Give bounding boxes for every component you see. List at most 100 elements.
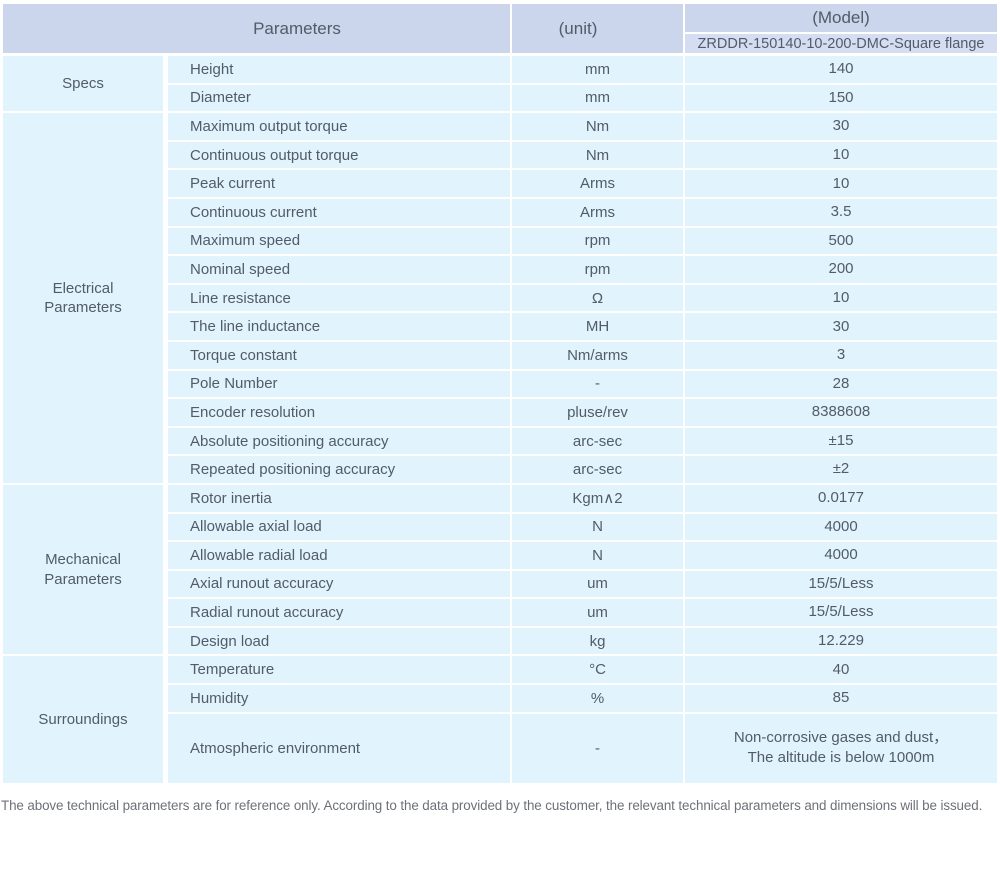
value-cell: 8388608 — [683, 399, 997, 428]
value-cell: 12.229 — [683, 627, 997, 657]
unit-cell: mm — [510, 84, 683, 114]
value-cell: 15/5/Less — [683, 599, 997, 628]
category-cell: Surroundings — [3, 656, 163, 785]
unit-cell: rpm — [510, 227, 683, 257]
unit-cell: Kgm∧2 — [510, 484, 683, 514]
value-cell: 10 — [683, 284, 997, 314]
value-cell: 3 — [683, 341, 997, 371]
spec-table: Parameters (unit) (Model) ZRDDR-150140-1… — [3, 4, 997, 785]
param-cell: Absolute positioning accuracy — [163, 427, 510, 457]
param-cell: Torque constant — [163, 341, 510, 371]
param-cell: Temperature — [163, 656, 510, 686]
param-cell: The line inductance — [163, 313, 510, 342]
unit-cell: pluse/rev — [510, 399, 683, 428]
param-cell: Nominal speed — [163, 256, 510, 285]
unit-cell: N — [510, 542, 683, 571]
value-cell: 3.5 — [683, 198, 997, 228]
page: Parameters (unit) (Model) ZRDDR-150140-1… — [1, 4, 997, 813]
unit-cell: um — [510, 599, 683, 628]
param-cell: Allowable radial load — [163, 542, 510, 571]
table-row: Encoder resolution pluse/rev 8388608 — [3, 399, 997, 428]
table-row: Mechanical Parameters Rotor inertia Kgm∧2 0… — [3, 484, 997, 657]
param-cell: Axial runout accuracy — [163, 570, 510, 600]
unit-cell: °C — [510, 656, 683, 686]
value-cell: 30 — [683, 113, 997, 142]
param-cell: Rotor inertia — [163, 484, 510, 514]
param-cell: Peak current — [163, 170, 510, 199]
value-cell: 150 — [683, 84, 997, 114]
unit-cell: Nm — [510, 141, 683, 171]
value-cell: Non-corrosive gases and dust， The altitu… — [683, 713, 997, 785]
param-cell: Continuous output torque — [163, 141, 510, 171]
unit-header: (unit) — [510, 4, 683, 56]
unit-cell: Arms — [510, 198, 683, 228]
value-cell: 10 — [683, 141, 997, 171]
param-cell: Maximum output torque — [163, 113, 510, 142]
param-cell: Height — [163, 56, 510, 85]
unit-cell: kg — [510, 627, 683, 657]
table-row: Nominal speed rpm 200 — [3, 256, 997, 285]
parameters-header: Parameters — [3, 4, 510, 56]
unit-cell: - — [510, 713, 683, 785]
param-cell: Atmospheric environment — [163, 713, 510, 785]
category-cell: Specs — [3, 56, 163, 114]
footer-note: The above technical parameters are for r… — [1, 797, 983, 813]
value-cell: 30 — [683, 313, 997, 342]
header-row-model: ZRDDR-150140-10-200-DMC-Square flange — [3, 34, 997, 56]
table-row: Humidity% 85 — [3, 685, 997, 714]
model-value: ZRDDR-150140-10-200-DMC-Square flange — [683, 34, 997, 56]
table-row: Line resistance Ω 10 — [3, 284, 997, 314]
unit-cell: Nm/arms — [510, 341, 683, 371]
table-row: Torque constant Nm/arms 3 — [3, 341, 997, 371]
value-cell: 85 — [683, 685, 997, 714]
unit-cell: Arms — [510, 170, 683, 199]
model-header: (Model) — [683, 4, 997, 34]
table-row: Electrical Parameters Maximum output torq… — [3, 113, 997, 485]
param-cell: Design load — [163, 627, 510, 657]
table-row: Pole Number -28 — [3, 370, 997, 400]
unit-cell: arc-sec — [510, 456, 683, 485]
value-cell: 10 — [683, 170, 997, 199]
param-cell: Line resistance — [163, 284, 510, 314]
table-row: Design load kg 12.229 — [3, 627, 997, 657]
unit-cell: rpm — [510, 256, 683, 285]
table-row: Atmospheric environment - Non-corrosive ga… — [3, 713, 997, 785]
value-cell: ±2 — [683, 456, 997, 485]
value-cell: ±15 — [683, 427, 997, 457]
unit-cell: % — [510, 685, 683, 714]
category-cell: Mechanical Parameters — [3, 484, 163, 657]
unit-cell: Ω — [510, 284, 683, 314]
table-body: Specs Height mm 140 Diameter mm 150 Electrical … — [3, 56, 997, 785]
value-cell: 4000 — [683, 513, 997, 543]
table-row: Continuous output torque Nm 10 — [3, 141, 997, 171]
param-cell: Radial runout accuracy — [163, 599, 510, 628]
unit-cell: mm — [510, 56, 683, 85]
table-row: Absolute positioning accuracy arc-sec ±15 — [3, 427, 997, 457]
param-cell: Diameter — [163, 84, 510, 114]
table-row: The line inductance MH 30 — [3, 313, 997, 342]
param-cell: Allowable axial load — [163, 513, 510, 543]
value-cell: 0.0177 — [683, 484, 997, 514]
table-row: Allowable radial load N 4000 — [3, 542, 997, 571]
table-row: Continuous current Arms 3.5 — [3, 198, 997, 228]
category-cell: Electrical Parameters — [3, 113, 163, 485]
value-cell: 15/5/Less — [683, 570, 997, 600]
unit-cell: arc-sec — [510, 427, 683, 457]
table-row: Radial runout accuracy um 15/5/Less — [3, 599, 997, 628]
param-cell: Repeated positioning accuracy — [163, 456, 510, 485]
header-row-top: Parameters (unit) (Model) — [3, 4, 997, 56]
value-cell: 40 — [683, 656, 997, 686]
table-row: Allowable axial load N 4000 — [3, 513, 997, 543]
table-row: Specs Height mm 140 — [3, 56, 997, 114]
unit-cell: N — [510, 513, 683, 543]
param-cell: Pole Number — [163, 370, 510, 400]
param-cell: Maximum speed — [163, 227, 510, 257]
value-cell: 200 — [683, 256, 997, 285]
unit-cell: MH — [510, 313, 683, 342]
table-row: Axial runout accuracy um 15/5/Less — [3, 570, 997, 600]
value-cell: 4000 — [683, 542, 997, 571]
table-row: Surroundings Temperature °C 40 — [3, 656, 997, 785]
table-row: Repeated positioning accuracy arc-sec ±2 — [3, 456, 997, 485]
unit-cell: Nm — [510, 113, 683, 142]
param-cell: Humidity — [163, 685, 510, 714]
